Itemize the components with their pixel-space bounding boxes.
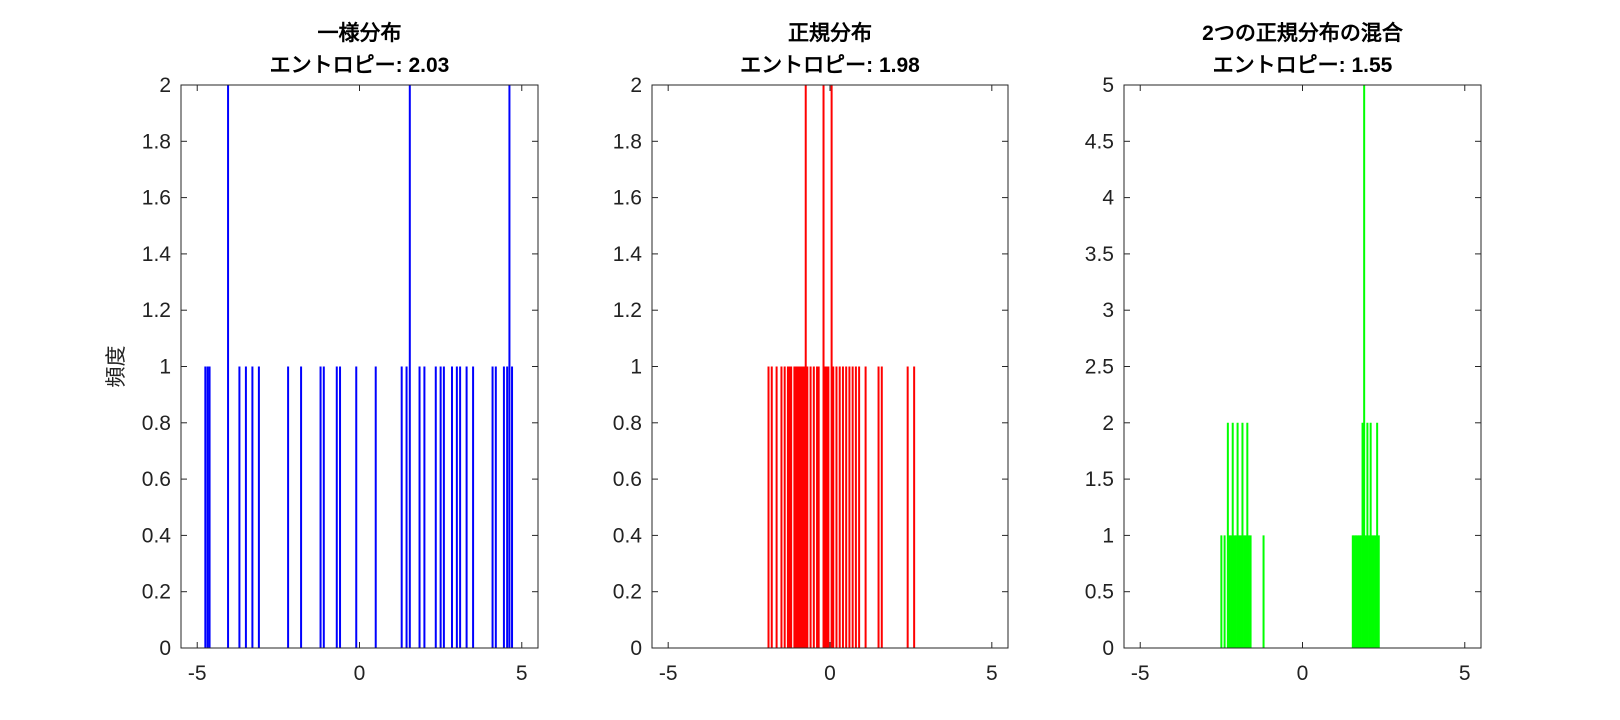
x-tick-label: 0 xyxy=(824,662,836,685)
y-tick-label: 0.4 xyxy=(613,524,643,547)
y-tick-label: 1 xyxy=(630,356,642,379)
y-tick-label: 1.2 xyxy=(142,299,171,322)
plot-area xyxy=(1124,85,1481,648)
y-tick-label: 0.2 xyxy=(142,581,171,604)
y-tick-label: 1.8 xyxy=(613,130,642,153)
y-tick-label: 0.8 xyxy=(142,412,171,435)
y-tick-label: 3.5 xyxy=(1085,243,1114,266)
x-tick-label: -5 xyxy=(659,662,678,685)
y-tick-label: 1.5 xyxy=(1085,468,1114,491)
y-tick-label: 0 xyxy=(159,637,171,660)
chart-title: 正規分布 xyxy=(788,21,872,45)
y-tick-label: 1.2 xyxy=(613,299,642,322)
y-tick-label: 1.4 xyxy=(142,243,172,266)
y-tick-label: 1.8 xyxy=(142,130,171,153)
histogram-bars xyxy=(204,85,514,648)
y-tick-label: 1.6 xyxy=(613,187,642,210)
chart-panel-1: 0 0.2 0.4 0.6 0.8 1 1.2 1.4 1.6 1.8 2 -5 0 5 一様分布エントロピ… xyxy=(105,21,539,685)
y-tick-label: 0.2 xyxy=(613,581,642,604)
chart-title: 一様分布 xyxy=(318,21,402,45)
histogram-bars xyxy=(767,85,916,648)
y-tick-label: 0.6 xyxy=(142,468,171,491)
x-tick-label: -5 xyxy=(188,662,207,685)
chart-panel-2: 0 0.2 0.4 0.6 0.8 1 1.2 1.4 1.6 1.8 2 -5 0 5 正規分布エントロピ… xyxy=(613,21,1009,685)
x-tick-label: 5 xyxy=(516,662,528,685)
chart-panel-3: 0 0.5 1 1.5 2 2.5 3 3.5 4 4.5 5 -5 0 5 2つの正規分布の混合エントロピ… xyxy=(1085,21,1482,685)
y-tick-label: 0.8 xyxy=(613,412,642,435)
chart-title: 2つの正規分布の混合 xyxy=(1202,21,1404,45)
y-axis-label: 頻度 xyxy=(105,346,128,388)
y-tick-label: 2 xyxy=(159,74,171,97)
x-tick-label: 0 xyxy=(1297,662,1309,685)
y-tick-label: 2.5 xyxy=(1085,356,1114,379)
chart-subtitle: エントロピー: 1.55 xyxy=(1213,54,1393,77)
x-tick-label: 5 xyxy=(986,662,998,685)
y-tick-label: 3 xyxy=(1102,299,1114,322)
plot-area xyxy=(652,85,1008,648)
y-tick-label: 2 xyxy=(630,74,642,97)
chart-subtitle: エントロピー: 2.03 xyxy=(270,54,450,77)
y-tick-label: 0 xyxy=(630,637,642,660)
x-tick-label: 5 xyxy=(1459,662,1471,685)
plot-area xyxy=(181,85,538,648)
x-tick-label: 0 xyxy=(354,662,366,685)
y-tick-label: 1 xyxy=(159,356,171,379)
y-tick-label: 5 xyxy=(1102,74,1114,97)
y-tick-label: 0 xyxy=(1102,637,1114,660)
y-tick-label: 1.4 xyxy=(613,243,643,266)
y-tick-label: 0.4 xyxy=(142,524,172,547)
y-tick-label: 2 xyxy=(1102,412,1114,435)
y-tick-label: 1 xyxy=(1102,524,1114,547)
x-tick-label: -5 xyxy=(1131,662,1150,685)
y-tick-label: 0.5 xyxy=(1085,581,1114,604)
y-tick-label: 0.6 xyxy=(613,468,642,491)
y-tick-label: 1.6 xyxy=(142,187,171,210)
histogram-bars xyxy=(1220,85,1380,648)
y-tick-label: 4.5 xyxy=(1085,130,1114,153)
chart-subtitle: エントロピー: 1.98 xyxy=(740,54,920,77)
y-tick-label: 4 xyxy=(1102,187,1114,210)
